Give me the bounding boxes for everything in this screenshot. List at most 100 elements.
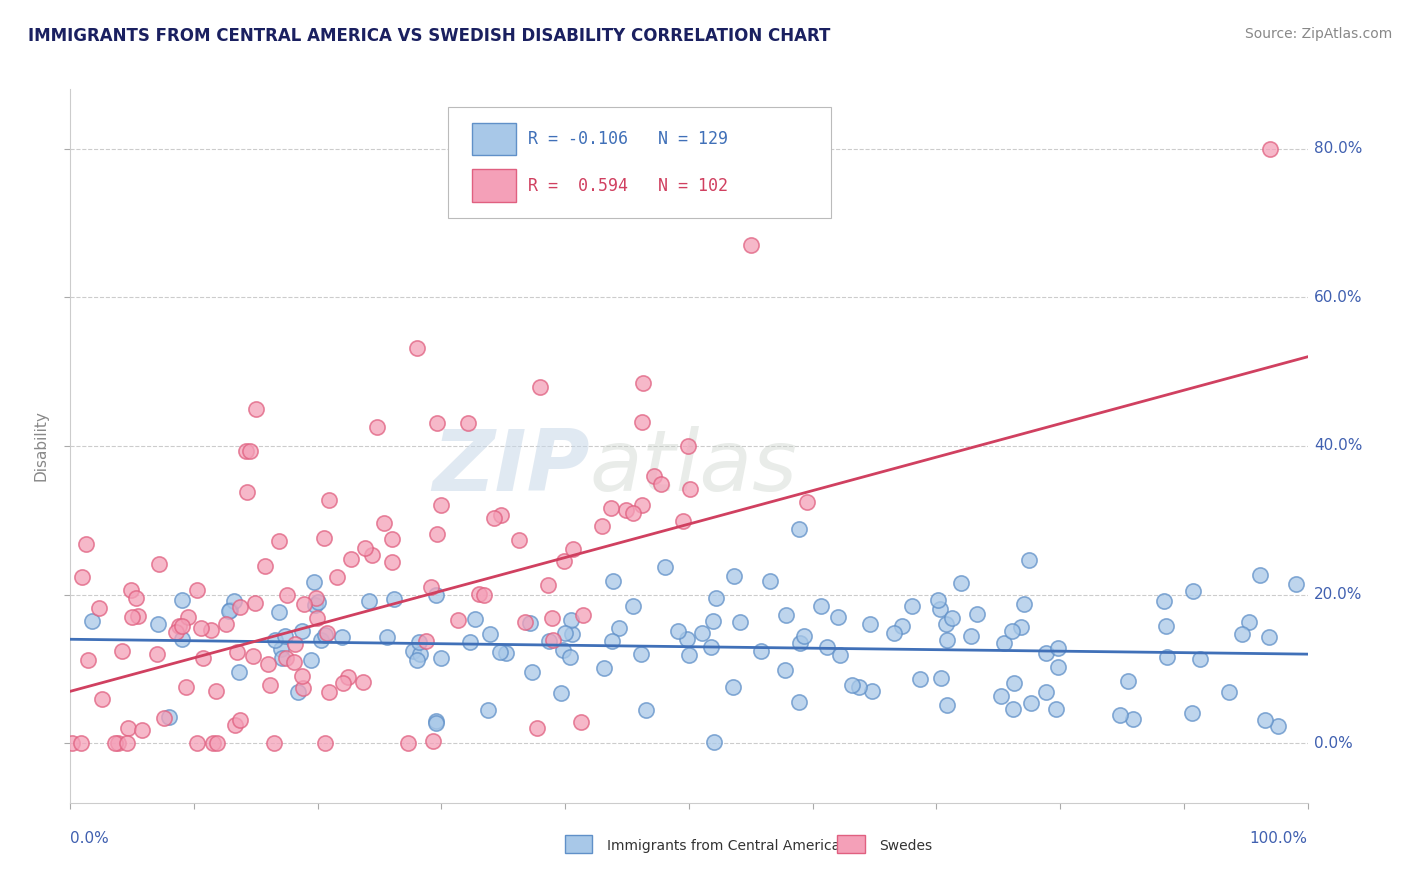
Point: [169, 619, 191, 633]
Point: [274, 651, 297, 665]
Point: [270, 641, 292, 656]
Point: [458, 635, 481, 649]
Point: [70, 736, 93, 750]
Y-axis label: Disability: Disability: [34, 410, 49, 482]
Point: [264, 632, 287, 647]
Point: [858, 616, 880, 631]
Point: [425, 716, 447, 731]
Text: ZIP: ZIP: [432, 425, 591, 509]
Point: [1182, 583, 1205, 598]
Point: [793, 629, 815, 643]
Point: [172, 619, 194, 633]
Point: [305, 591, 328, 605]
Point: [205, 736, 228, 750]
Point: [810, 599, 832, 613]
Point: [271, 650, 294, 665]
Point: [702, 614, 724, 628]
Point: [165, 625, 187, 640]
Point: [359, 593, 381, 607]
Point: [422, 734, 444, 748]
Text: 40.0%: 40.0%: [1313, 439, 1362, 453]
Point: [591, 519, 613, 533]
Point: [90, 691, 112, 706]
Point: [1116, 673, 1139, 688]
Point: [700, 640, 723, 655]
Point: [758, 574, 780, 589]
Text: 0.0%: 0.0%: [70, 831, 110, 847]
Bar: [838, 835, 865, 854]
Point: [634, 702, 657, 716]
Point: [457, 416, 479, 430]
Point: [560, 614, 582, 628]
Point: [1156, 649, 1178, 664]
Bar: [472, 123, 516, 155]
Point: [361, 548, 384, 562]
Point: [929, 602, 952, 616]
Point: [990, 689, 1012, 703]
Text: R =  0.594   N = 102: R = 0.594 N = 102: [529, 177, 728, 194]
Point: [274, 629, 297, 643]
Point: [1153, 594, 1175, 608]
Point: [592, 661, 614, 675]
Point: [330, 630, 353, 644]
Point: [537, 578, 560, 592]
Point: [276, 588, 298, 602]
Point: [540, 611, 562, 625]
Point: [304, 598, 326, 612]
Point: [654, 559, 676, 574]
Point: [332, 676, 354, 690]
Point: [170, 592, 193, 607]
Point: [402, 644, 425, 658]
Point: [354, 541, 377, 556]
Text: Immigrants from Central America: Immigrants from Central America: [607, 838, 841, 853]
Point: [721, 680, 744, 694]
Point: [259, 678, 281, 692]
Point: [796, 495, 818, 509]
Point: [204, 684, 226, 698]
Point: [191, 651, 214, 665]
Point: [1218, 685, 1240, 699]
Point: [936, 633, 959, 648]
Point: [672, 514, 695, 528]
Point: [287, 685, 309, 699]
Point: [415, 634, 437, 648]
Point: [787, 695, 810, 709]
Point: [749, 643, 772, 657]
Point: [908, 672, 931, 686]
Point: [1188, 652, 1211, 666]
Point: [1181, 706, 1204, 721]
Point: [157, 710, 180, 724]
Point: [425, 714, 447, 729]
Point: [229, 713, 252, 727]
Point: [1284, 576, 1306, 591]
Point: [1122, 712, 1144, 726]
Point: [239, 444, 262, 458]
Point: [676, 439, 699, 453]
Point: [704, 591, 727, 606]
Point: [318, 685, 340, 699]
Point: [1045, 701, 1067, 715]
Point: [318, 492, 340, 507]
Point: [1230, 627, 1253, 641]
Point: [201, 736, 224, 750]
Point: [633, 376, 655, 391]
Point: [299, 653, 322, 667]
Point: [409, 647, 432, 661]
Point: [848, 680, 870, 694]
Point: [419, 580, 441, 594]
Point: [146, 647, 169, 661]
Point: [621, 506, 644, 520]
Point: [468, 587, 491, 601]
Point: [883, 625, 905, 640]
Point: [464, 612, 486, 626]
Point: [479, 627, 502, 641]
Point: [186, 583, 208, 598]
Point: [117, 736, 139, 750]
Point: [891, 619, 914, 633]
Point: [1109, 708, 1132, 723]
Point: [174, 680, 197, 694]
Point: [1267, 719, 1289, 733]
Point: [558, 650, 581, 665]
Point: [1239, 615, 1261, 630]
Point: [406, 342, 429, 356]
